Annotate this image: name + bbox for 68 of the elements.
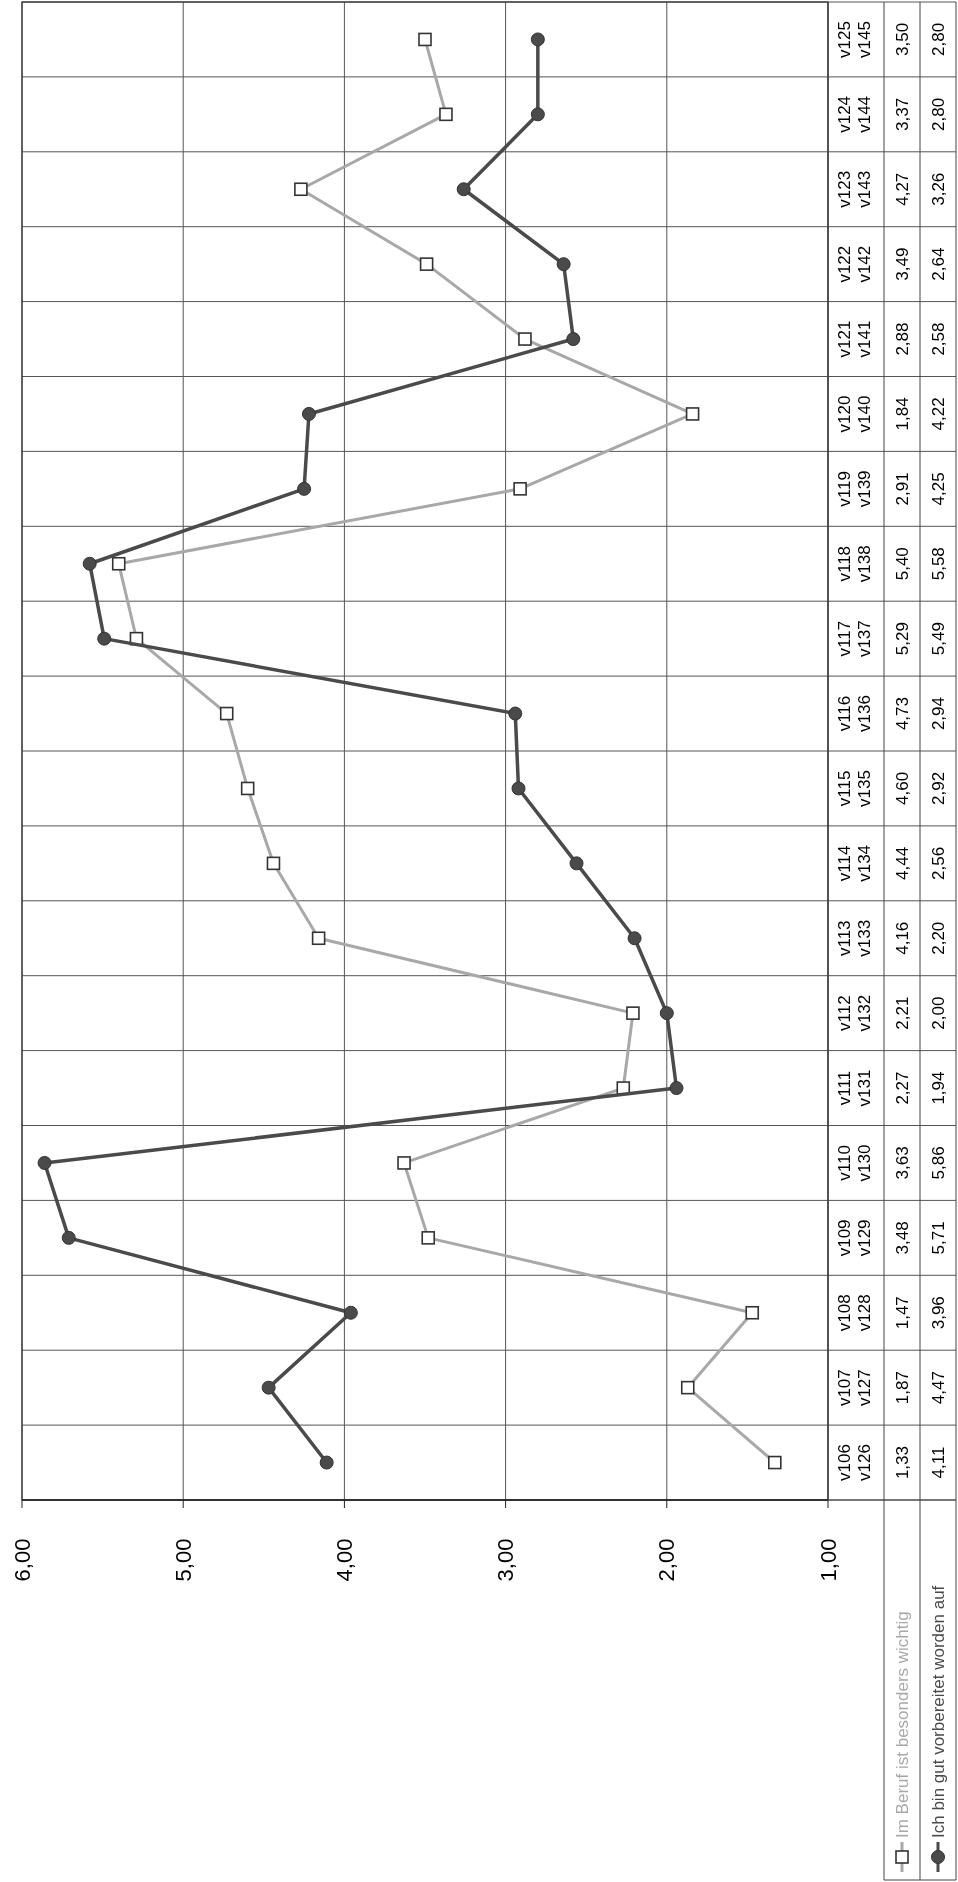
data-label: 4,16	[892, 921, 912, 955]
y-tick-label: v110 v130	[835, 1144, 874, 1182]
data-label: 2,80	[928, 22, 948, 56]
data-label: 4,22	[928, 397, 948, 431]
y-tick-label: v109 v129	[835, 1219, 874, 1257]
data-label: 5,29	[892, 622, 912, 656]
data-label: 4,11	[928, 1446, 948, 1479]
y-tick-label: v112 v132	[835, 994, 874, 1032]
data-label: 2,27	[892, 1071, 912, 1105]
y-tick-label: v116 v136	[835, 695, 874, 732]
data-label: 3,48	[892, 1221, 912, 1255]
y-tick-label: v108 v128	[835, 1294, 874, 1332]
y-tick-label: v121 v141	[835, 320, 874, 358]
y-tick-label: v114 v134	[835, 844, 874, 882]
y-tick-label: v125 v145	[835, 21, 874, 58]
data-label: 4,60	[892, 771, 912, 805]
data-label: 2,21	[892, 996, 912, 1030]
data-label: 4,47	[928, 1371, 948, 1405]
data-label: 2,88	[892, 322, 912, 356]
y-tick-label: v106 v126	[835, 1444, 874, 1481]
data-label: 5,86	[928, 1146, 948, 1180]
y-tick-label: v115 v135	[835, 770, 874, 807]
y-tick-label: v118 v138	[835, 545, 874, 583]
y-tick-label: v113 v133	[835, 919, 874, 957]
data-label: 2,92	[928, 771, 948, 805]
data-label: 2,64	[928, 247, 948, 281]
data-label: 2,56	[928, 846, 948, 880]
data-label: 1,47	[892, 1296, 912, 1330]
data-label: 4,25	[928, 472, 948, 506]
y-tick-label: v123 v143	[835, 170, 874, 208]
data-label: 2,58	[928, 322, 948, 356]
data-label: 3,63	[892, 1146, 912, 1180]
data-label: 2,91	[892, 472, 912, 506]
x-tick-label: 6,00	[9, 1538, 35, 1582]
data-label: 5,49	[928, 622, 948, 656]
data-label: 1,87	[892, 1371, 912, 1405]
data-label: 1,94	[928, 1071, 948, 1105]
data-label: 1,33	[892, 1446, 912, 1480]
y-tick-label: v122 v142	[835, 245, 874, 283]
data-label: 2,94	[928, 697, 948, 731]
data-label: 3,49	[892, 247, 912, 281]
x-tick-label: 3,00	[493, 1538, 519, 1582]
data-label: 1,84	[892, 397, 912, 431]
x-tick-label: 2,00	[654, 1538, 680, 1582]
data-label: 4,73	[892, 697, 912, 731]
x-tick-label: 4,00	[332, 1538, 358, 1582]
data-label: 2,00	[928, 996, 948, 1030]
y-tick-label: v107 v127	[835, 1369, 874, 1407]
text: Im Beruf ist besonders wichtig	[892, 1611, 912, 1838]
y-tick-label: v117 v137	[835, 620, 874, 658]
text: Ich bin gut vorbereitet worden auf	[928, 1585, 948, 1838]
data-label: 4,27	[892, 172, 912, 206]
data-label: 5,58	[928, 547, 948, 581]
y-tick-label: v111 v131	[835, 1069, 874, 1107]
y-tick-label: v120 v140	[835, 395, 874, 433]
data-label: 5,71	[928, 1221, 948, 1255]
data-label: 2,80	[928, 97, 948, 131]
data-label: 3,50	[892, 22, 912, 56]
y-tick-label: v119 v139	[835, 470, 874, 508]
data-label: 5,40	[892, 547, 912, 581]
data-label: 3,96	[928, 1296, 948, 1330]
data-label: 2,20	[928, 921, 948, 955]
data-label: 3,26	[928, 172, 948, 206]
x-tick-label: 5,00	[170, 1538, 196, 1582]
y-tick-label: v124 v144	[835, 95, 874, 133]
x-tick-label: 1,00	[815, 1538, 841, 1582]
data-label: 4,44	[892, 846, 912, 880]
data-label: 3,37	[892, 97, 912, 131]
